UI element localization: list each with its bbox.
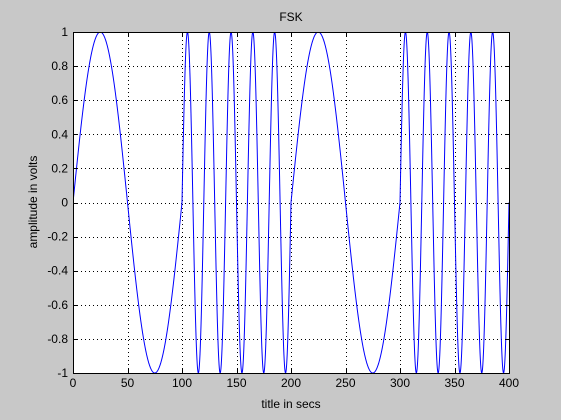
y-tick-label: -0.6 <box>47 298 68 312</box>
series-line <box>73 32 509 373</box>
x-tick-label: 400 <box>499 376 519 390</box>
y-tick-label: 0.8 <box>51 59 68 73</box>
x-tick-label: 50 <box>121 376 135 390</box>
x-tick-label: 0 <box>70 376 77 390</box>
chart-title: FSK <box>279 10 302 24</box>
x-tick-label: 100 <box>172 376 192 390</box>
grid <box>73 32 509 373</box>
y-tick-label: 0 <box>61 196 68 210</box>
y-tick-labels: -1 -0.8 -0.6 -0.4 -0.2 0 0.2 0.4 0.6 0.8 1 <box>47 25 68 380</box>
y-tick-label: 0.4 <box>51 127 68 141</box>
y-tick-label: 0.6 <box>51 93 68 107</box>
x-tick-label: 350 <box>444 376 464 390</box>
y-tick-label: 1 <box>61 25 68 39</box>
ticks <box>73 32 510 374</box>
y-tick-label: -0.2 <box>47 230 68 244</box>
x-tick-label: 300 <box>390 376 410 390</box>
y-tick-label: -0.8 <box>47 332 68 346</box>
x-axis-label: title in secs <box>261 397 320 411</box>
y-tick-label: -1 <box>57 366 68 380</box>
x-tick-label: 250 <box>335 376 355 390</box>
y-tick-label: 0.2 <box>51 161 68 175</box>
y-axis-label: amplitude in volts <box>26 156 40 249</box>
y-tick-label: -0.4 <box>47 264 68 278</box>
x-tick-label: 150 <box>226 376 246 390</box>
x-tick-labels: 0 50 100 150 200 250 300 350 400 <box>70 376 520 390</box>
x-tick-label: 200 <box>281 376 301 390</box>
